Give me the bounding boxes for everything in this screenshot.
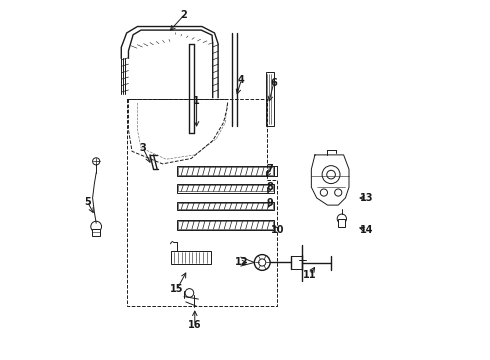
Circle shape [327,170,335,179]
Circle shape [335,189,342,196]
Bar [177,202,274,211]
Text: 13: 13 [360,193,374,203]
Bar [178,221,272,229]
Text: 5: 5 [84,197,91,207]
Text: 10: 10 [270,225,284,235]
Text: 2: 2 [181,10,187,20]
Bar [266,72,274,126]
Bar [178,167,272,175]
Text: 9: 9 [267,198,273,208]
Bar [338,220,345,226]
Bar [172,251,211,264]
Text: 7: 7 [267,164,273,174]
Circle shape [320,189,327,196]
Circle shape [254,255,270,270]
Text: 3: 3 [140,143,146,153]
Text: 14: 14 [360,225,374,235]
Text: 15: 15 [170,284,184,294]
Circle shape [337,214,346,224]
Bar [177,184,274,193]
Text: 11: 11 [303,270,317,280]
Circle shape [93,158,100,165]
Bar [178,203,272,210]
Bar [177,220,274,230]
Circle shape [259,259,266,266]
Text: 4: 4 [238,75,245,85]
Circle shape [91,221,101,232]
Text: 8: 8 [267,182,273,192]
Bar [178,185,272,192]
Bar [177,166,274,176]
Text: 1: 1 [193,96,200,106]
Bar [92,229,100,235]
Text: 16: 16 [188,320,201,330]
Circle shape [322,166,340,184]
Text: 12: 12 [235,257,248,267]
Circle shape [185,289,194,297]
Text: 6: 6 [270,78,277,88]
